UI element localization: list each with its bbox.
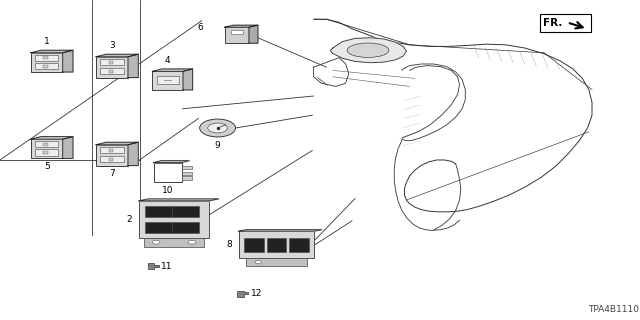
Bar	[35, 63, 58, 69]
Bar	[267, 238, 286, 252]
Polygon shape	[31, 50, 73, 53]
Text: 1: 1	[44, 37, 49, 46]
Bar	[35, 141, 58, 147]
Bar	[31, 53, 63, 72]
Bar	[152, 71, 183, 90]
Bar	[109, 70, 113, 73]
Circle shape	[152, 240, 160, 244]
Bar	[31, 139, 63, 158]
Bar	[246, 259, 307, 266]
Polygon shape	[128, 142, 138, 166]
Circle shape	[208, 123, 227, 133]
Bar	[44, 143, 48, 146]
Bar	[44, 151, 48, 154]
Bar	[44, 65, 48, 68]
Bar	[172, 222, 199, 233]
Bar	[289, 238, 309, 252]
Polygon shape	[239, 230, 322, 231]
Circle shape	[255, 260, 262, 264]
Bar	[154, 163, 182, 182]
Bar	[109, 149, 113, 152]
Polygon shape	[183, 69, 193, 90]
Bar	[172, 206, 199, 217]
Polygon shape	[96, 54, 138, 57]
Text: 2: 2	[127, 215, 132, 224]
Polygon shape	[148, 263, 159, 269]
Text: 4: 4	[165, 56, 170, 65]
Text: 11: 11	[161, 262, 173, 271]
Bar	[144, 237, 204, 247]
Text: 5: 5	[44, 162, 49, 171]
Text: 7: 7	[109, 170, 115, 179]
Polygon shape	[31, 137, 73, 139]
FancyBboxPatch shape	[540, 14, 591, 32]
Bar	[100, 147, 124, 153]
Bar	[100, 59, 124, 65]
Bar	[109, 158, 113, 161]
Polygon shape	[330, 38, 406, 63]
Bar	[182, 172, 191, 175]
Text: 3: 3	[109, 41, 115, 50]
Text: 6: 6	[197, 23, 203, 32]
Bar	[100, 156, 124, 163]
Circle shape	[200, 119, 236, 137]
Polygon shape	[237, 291, 248, 297]
Bar	[100, 68, 124, 75]
Bar	[96, 57, 128, 77]
Polygon shape	[96, 142, 138, 145]
Text: 8: 8	[227, 240, 232, 249]
Bar	[96, 145, 128, 166]
Bar	[182, 166, 191, 169]
Bar	[35, 149, 58, 156]
Bar	[231, 30, 243, 35]
Ellipse shape	[347, 43, 389, 58]
Polygon shape	[63, 137, 73, 158]
Text: FR.: FR.	[543, 18, 562, 28]
Bar	[145, 222, 172, 233]
Bar	[157, 76, 179, 84]
Polygon shape	[63, 50, 73, 72]
Circle shape	[188, 240, 196, 244]
Bar	[109, 61, 113, 64]
Text: TPA4B1110: TPA4B1110	[588, 305, 639, 314]
Bar	[244, 238, 264, 252]
Text: 10: 10	[162, 186, 173, 195]
Bar	[182, 176, 191, 180]
Polygon shape	[128, 54, 138, 77]
Bar	[239, 231, 314, 259]
Bar	[225, 27, 249, 43]
Polygon shape	[152, 69, 193, 71]
Bar	[44, 56, 48, 60]
Polygon shape	[225, 25, 258, 27]
Polygon shape	[249, 25, 258, 43]
Bar	[145, 206, 172, 217]
Text: 9: 9	[215, 141, 220, 150]
Polygon shape	[139, 199, 219, 201]
Bar	[139, 201, 209, 237]
Text: 12: 12	[251, 289, 262, 298]
Polygon shape	[154, 161, 189, 163]
Bar	[35, 54, 58, 61]
